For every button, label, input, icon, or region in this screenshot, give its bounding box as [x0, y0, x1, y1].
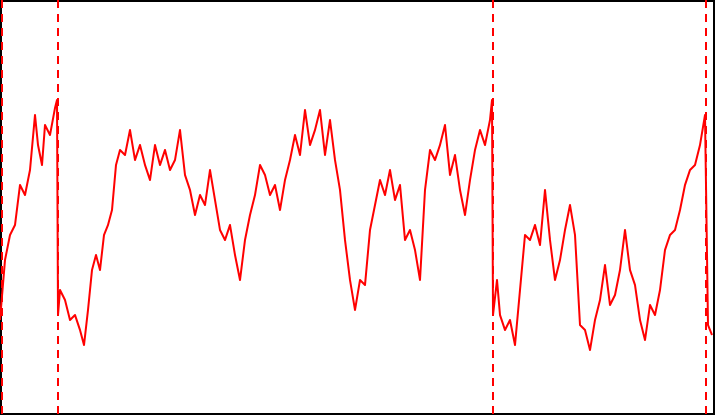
data-line	[0, 99, 713, 351]
